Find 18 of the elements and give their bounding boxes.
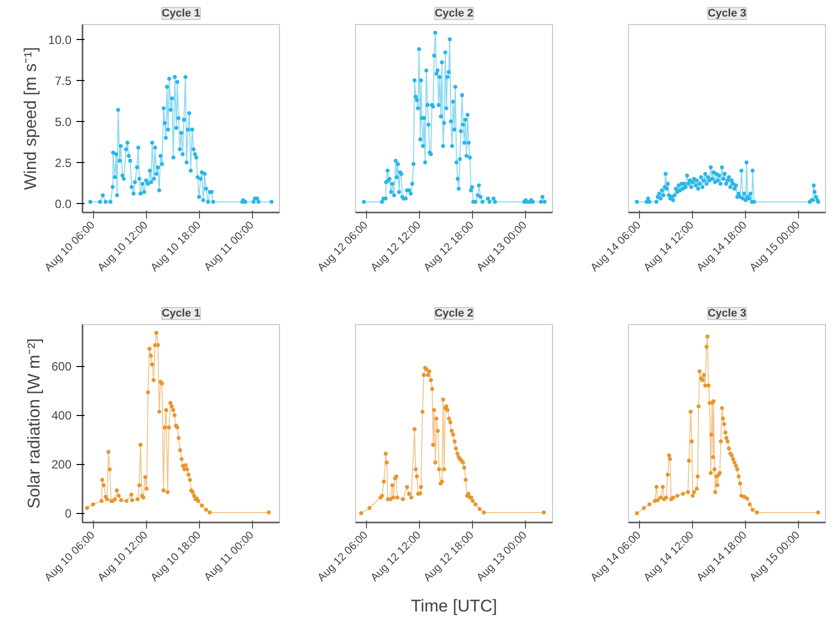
y-tick-label: 0.0 [54, 196, 72, 211]
chart-title: Cycle 1 [162, 308, 200, 320]
y-tick-label: 7.5 [54, 74, 72, 88]
y-tick-label: 0 [64, 506, 72, 521]
y-axis-title: Wind speed [m s⁻¹] [21, 46, 40, 190]
y-tick-label: 10.0 [48, 32, 72, 47]
y-tick-label: 2.5 [54, 156, 72, 170]
y-tick-label: 600 [51, 360, 72, 374]
chart-title: Cycle 2 [434, 8, 474, 20]
x-axis-title: Time [UTC] [410, 596, 498, 616]
chart-title: Cycle 1 [162, 8, 200, 20]
chart-title: Cycle 2 [434, 308, 474, 320]
chart-title: Cycle 3 [708, 308, 746, 320]
chart-title: Cycle 3 [708, 8, 746, 20]
y-axis-title: Solar radiation [W m⁻²] [24, 338, 44, 509]
y-tick-label: 200 [51, 458, 72, 472]
y-tick-label: 400 [51, 408, 72, 423]
y-tick-label: 5.0 [54, 114, 72, 129]
